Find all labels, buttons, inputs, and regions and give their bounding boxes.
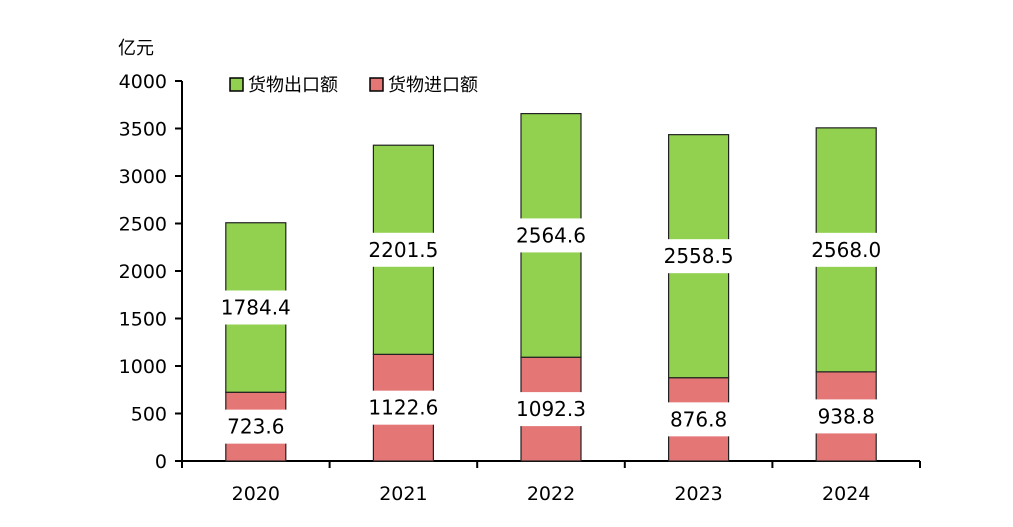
data-label-bg (220, 409, 292, 444)
x-tick-label: 2023 (674, 483, 722, 505)
data-label: 2558.5 (664, 244, 734, 268)
legend-label: 货物出口额 (248, 75, 338, 96)
y-tick-label: 3500 (119, 119, 167, 141)
data-label-bg (361, 390, 445, 425)
data-label-bg (657, 239, 741, 274)
y-axis-label: 亿元 (118, 38, 154, 59)
data-label-bg (509, 218, 593, 253)
y-tick-label: 3000 (119, 166, 167, 188)
y-tick-label: 4000 (119, 71, 167, 93)
data-label-bg (361, 232, 445, 267)
data-label-bg (810, 399, 882, 434)
data-label-bg (663, 402, 734, 437)
y-tick-label: 2500 (119, 214, 167, 236)
x-tick-label: 2020 (232, 483, 280, 505)
y-tick-label: 2000 (119, 261, 167, 283)
data-label-bg (214, 290, 298, 325)
data-label: 723.6 (227, 415, 284, 439)
legend-swatch (229, 77, 244, 92)
legend-label: 货物进口额 (388, 75, 478, 96)
y-tick-label: 1000 (119, 356, 167, 378)
data-label: 1092.3 (516, 397, 586, 421)
y-tick-label: 0 (155, 451, 167, 473)
y-tick-label: 500 (131, 404, 167, 426)
data-label: 938.8 (818, 404, 875, 428)
data-label-bg (509, 392, 593, 427)
data-label: 2568.0 (811, 238, 881, 262)
data-label: 1122.6 (368, 396, 438, 420)
data-label: 2564.6 (516, 223, 586, 247)
x-tick-label: 2024 (822, 483, 870, 505)
data-label: 876.8 (670, 407, 727, 431)
x-tick-label: 2022 (527, 483, 575, 505)
data-label: 1784.4 (221, 295, 291, 319)
x-tick-label: 2021 (379, 483, 427, 505)
y-tick-label: 1500 (119, 309, 167, 331)
data-label: 2201.5 (368, 238, 438, 262)
legend-swatch (369, 77, 384, 92)
data-label-bg (804, 232, 888, 267)
